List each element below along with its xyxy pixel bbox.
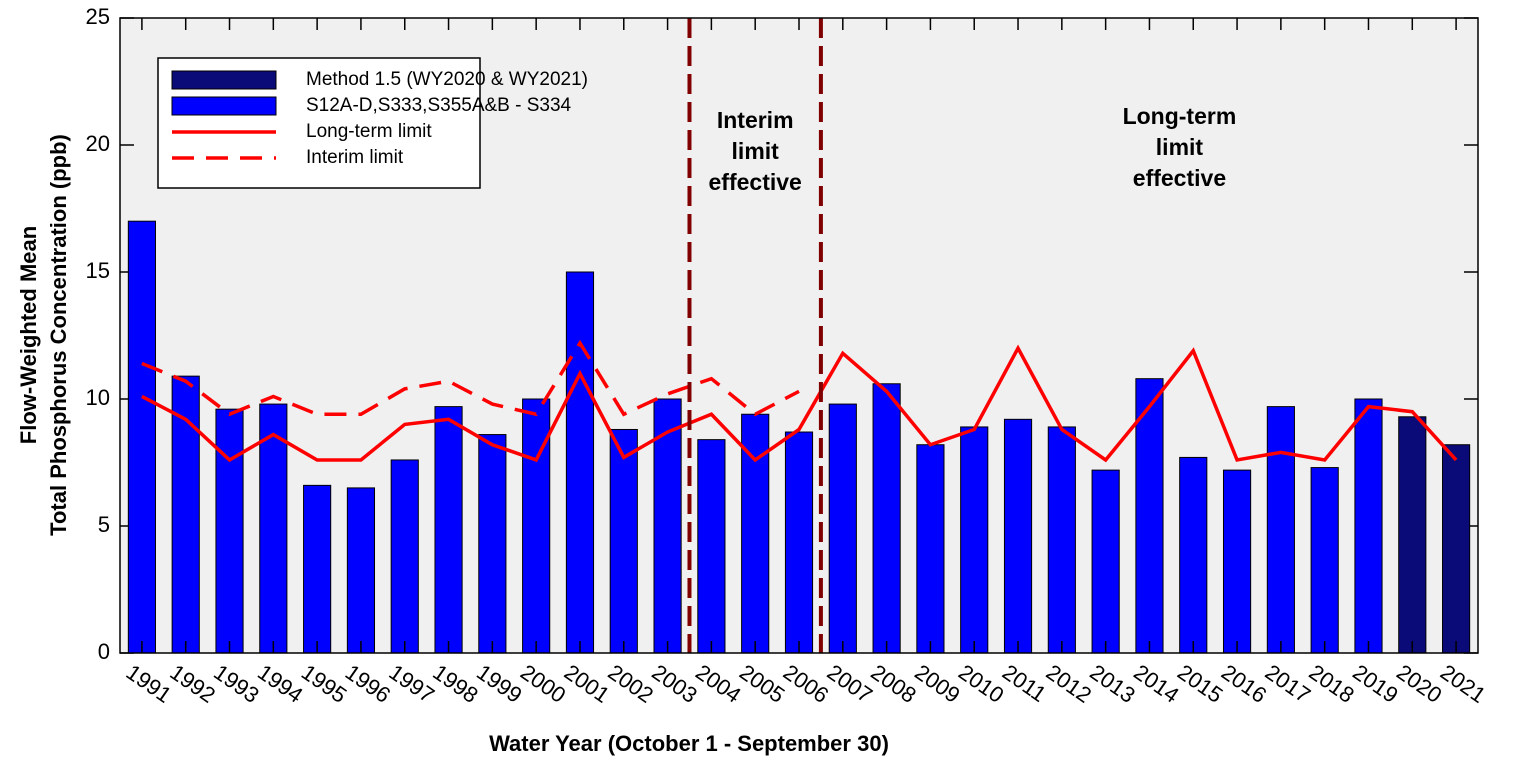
y-tick-label: 20 xyxy=(86,131,110,156)
legend-label: Method 1.5 (WY2020 & WY2021) xyxy=(306,69,588,90)
x-tick-label: 2001 xyxy=(560,659,614,708)
bar xyxy=(215,408,244,654)
bar xyxy=(565,271,595,654)
x-axis-label: Water Year (October 1 - September 30) xyxy=(489,731,889,756)
bar xyxy=(127,220,156,654)
legend-label: Long-term limit xyxy=(306,121,432,142)
annotation: limit xyxy=(1156,134,1204,160)
bar xyxy=(303,484,332,654)
x-tick-label: 2006 xyxy=(779,659,833,708)
x-tick-label: 1991 xyxy=(122,659,176,708)
y-tick-label: 10 xyxy=(86,385,110,410)
bar xyxy=(1003,418,1033,654)
x-tick-label: 1998 xyxy=(428,659,482,708)
x-tick-label: 2013 xyxy=(1085,659,1139,708)
bar xyxy=(653,398,682,654)
bar xyxy=(1091,469,1120,654)
y-tick-label: 15 xyxy=(86,258,110,283)
bar xyxy=(1354,398,1383,654)
x-tick-label: 2019 xyxy=(1348,659,1402,708)
legend-label: S12A-D,S333,S355A&B - S334 xyxy=(306,95,572,116)
y-axis-label: Flow-Weighted Mean xyxy=(16,226,41,444)
bar xyxy=(1310,467,1339,654)
annotation: Long-term xyxy=(1123,103,1237,129)
x-tick-label: 1992 xyxy=(166,659,220,708)
bar xyxy=(1442,444,1471,654)
x-tick-label: 2009 xyxy=(910,659,964,708)
y-tick-label: 5 xyxy=(98,512,110,537)
annotation: Interim xyxy=(717,107,794,133)
bar xyxy=(1047,426,1076,654)
bar xyxy=(697,439,726,654)
x-tick-label: 2000 xyxy=(516,659,570,708)
legend-label: Interim limit xyxy=(306,147,404,168)
bar xyxy=(1266,406,1295,654)
bar xyxy=(1179,456,1208,654)
x-tick-label: 2008 xyxy=(866,659,920,708)
x-tick-label: 2007 xyxy=(823,659,877,708)
x-tick-label: 2018 xyxy=(1304,659,1358,708)
bar xyxy=(1398,416,1427,654)
bar xyxy=(784,431,814,654)
annotation: effective xyxy=(1133,165,1226,191)
y-axis-label: Total Phosphorus Concentration (ppb) xyxy=(46,134,71,536)
x-tick-label: 1994 xyxy=(253,659,307,708)
x-tick-label: 2021 xyxy=(1436,659,1490,708)
limit-line xyxy=(141,339,800,417)
x-tick-label: 1997 xyxy=(385,659,439,708)
bar xyxy=(828,403,857,654)
x-tick-label: 2014 xyxy=(1129,659,1183,708)
x-tick-label: 1995 xyxy=(297,659,351,708)
legend-swatch xyxy=(171,96,277,116)
x-tick-label: 2020 xyxy=(1392,659,1446,708)
bar xyxy=(872,383,901,654)
bar xyxy=(434,406,463,654)
y-tick-label: 25 xyxy=(86,4,110,29)
plot-frame xyxy=(119,17,1479,654)
x-tick-label: 2011 xyxy=(998,659,1051,707)
bar xyxy=(522,398,551,654)
x-tick-label: 1999 xyxy=(472,659,526,708)
bar xyxy=(960,426,989,654)
limit-line xyxy=(141,344,1458,463)
x-tick-label: 2010 xyxy=(954,659,1008,708)
bar xyxy=(916,444,945,654)
bar xyxy=(478,434,507,654)
x-tick-label: 2012 xyxy=(1042,659,1096,708)
annotation: effective xyxy=(709,169,802,195)
annotation: limit xyxy=(732,138,780,164)
x-tick-label: 2005 xyxy=(735,659,789,708)
x-tick-label: 2017 xyxy=(1261,659,1315,708)
x-tick-label: 1993 xyxy=(209,659,263,708)
x-tick-label: 2004 xyxy=(691,659,745,708)
bar xyxy=(259,403,288,654)
x-tick-label: 2002 xyxy=(604,659,658,708)
bar xyxy=(1222,469,1252,654)
bar xyxy=(609,428,638,654)
x-tick-label: 2015 xyxy=(1173,659,1227,708)
x-tick-label: 2003 xyxy=(647,659,701,708)
x-tick-label: 2016 xyxy=(1217,659,1271,708)
bar xyxy=(390,459,419,654)
x-tick-label: 1996 xyxy=(341,659,395,708)
y-tick-label: 0 xyxy=(98,639,110,664)
bar xyxy=(171,375,200,654)
bar xyxy=(346,487,376,654)
legend-swatch xyxy=(171,70,277,90)
